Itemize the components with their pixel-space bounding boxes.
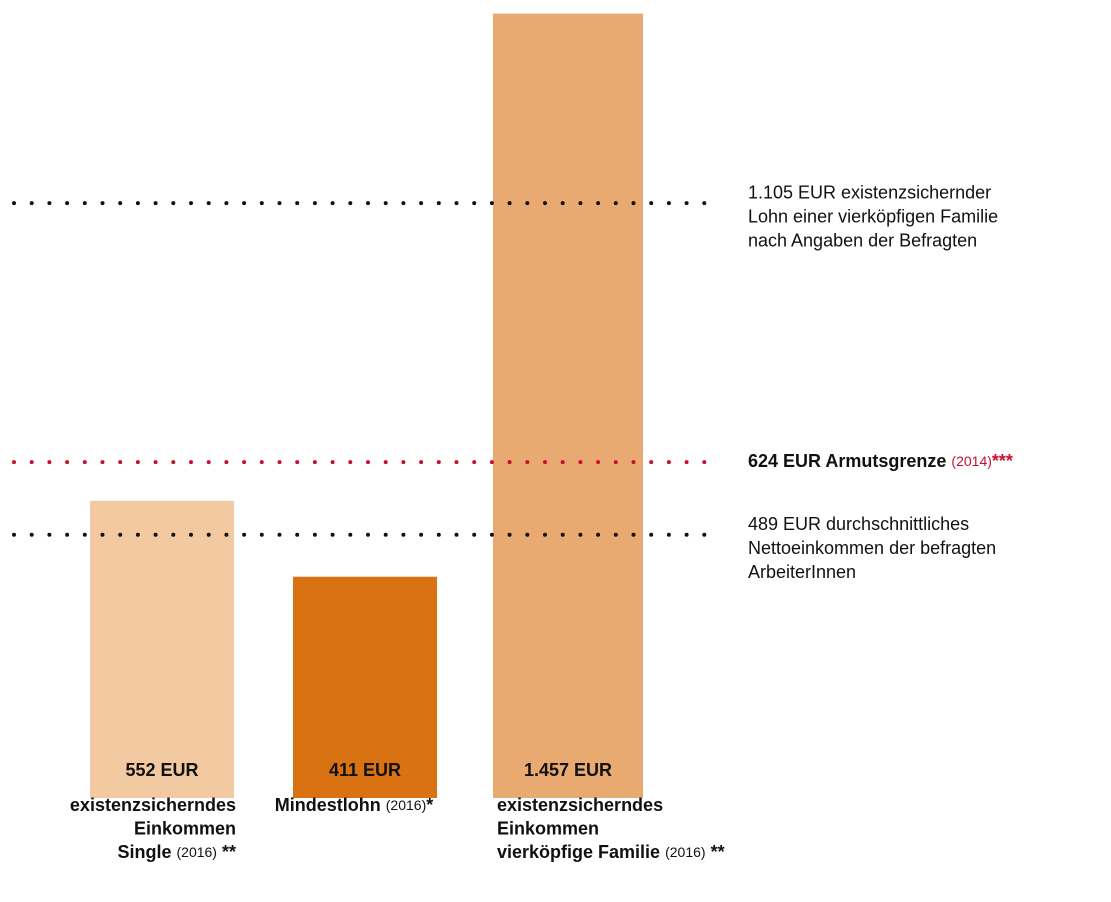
reference-label-text: 624 EUR Armutsgrenze [748,451,946,471]
category-mark: * [426,795,433,815]
reference-mark: *** [992,451,1013,471]
category-label-text: Einkommen [134,818,236,838]
category-label-text: vierköpfige Familie [497,842,660,862]
category-label: Einkommen [497,818,599,838]
category-label: existenzsicherndes [70,795,236,815]
bar [90,500,234,798]
reference-label-text: nach Angaben der Befragten [748,230,977,250]
category-label-text: Einkommen [497,818,599,838]
reference-label: Lohn einer vierköpfigen Familie [748,206,998,226]
reference-label-text: 1.105 EUR existenzsichernder [748,182,991,202]
reference-note: (2014) [951,453,991,469]
category-label: vierköpfige Familie (2016) ** [497,842,725,862]
category-label-text: existenzsicherndes [70,795,236,815]
category-mark: ** [222,842,236,862]
category-note: (2016) [177,844,217,860]
category-label: Einkommen [134,818,236,838]
reference-label-text: Nettoeinkommen der befragten [748,538,996,558]
category-note: (2016) [386,797,426,813]
reference-label-text: ArbeiterInnen [748,562,856,582]
reference-label: 1.105 EUR existenzsichernder [748,182,991,202]
value-label: 1.457 EUR [524,760,612,780]
reference-label-text: Lohn einer vierköpfigen Familie [748,206,998,226]
value-label: 552 EUR [125,760,198,780]
category-label-text: Single [117,842,171,862]
bar [493,13,643,799]
reference-label: ArbeiterInnen [748,562,856,582]
value-label: 411 EUR [329,760,401,780]
category-label-text: Mindestlohn [275,795,381,815]
bar [293,576,437,798]
category-mark: ** [711,842,725,862]
reference-label: nach Angaben der Befragten [748,230,977,250]
category-label: Mindestlohn (2016)* [275,795,434,815]
reference-label-text: 489 EUR durchschnittliches [748,514,969,534]
category-label: existenzsicherndes [497,795,663,815]
reference-label: Nettoeinkommen der befragten [748,538,996,558]
category-label-text: existenzsicherndes [497,795,663,815]
category-note: (2016) [665,844,705,860]
reference-label: 489 EUR durchschnittliches [748,514,969,534]
category-label: Single (2016) ** [117,842,236,862]
reference-label: 624 EUR Armutsgrenze (2014)*** [748,451,1013,471]
